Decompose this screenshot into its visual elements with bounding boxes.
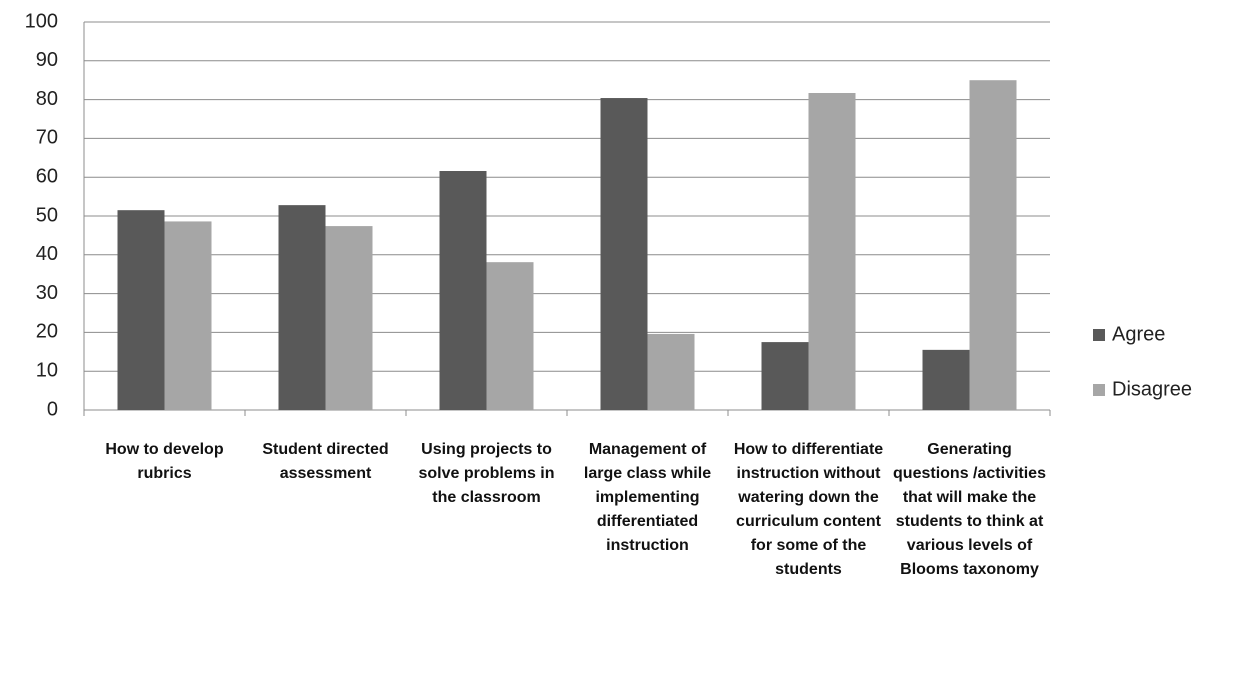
y-tick-label: 70 (36, 127, 58, 149)
bar (808, 93, 856, 410)
bar (278, 205, 326, 410)
legend-label: Disagree (1112, 378, 1192, 400)
y-tick-label: 60 (36, 165, 58, 187)
x-tick-label: Using projects to solve problems in the … (418, 441, 555, 506)
bar (761, 342, 809, 410)
x-tick-label: Generating questions /activities that wi… (893, 441, 1046, 578)
legend-swatch (1093, 384, 1105, 396)
y-tick-label: 90 (36, 49, 58, 71)
y-tick-label: 80 (36, 88, 58, 110)
x-tick-label: Management of large class while implemen… (583, 441, 712, 554)
legend-swatch (1093, 329, 1105, 341)
bar (969, 80, 1017, 410)
y-tick-label: 100 (25, 10, 58, 32)
y-tick-label: 0 (47, 398, 58, 420)
bar (647, 333, 695, 410)
bar (439, 170, 487, 410)
y-tick-label: 40 (36, 243, 58, 265)
y-tick-label: 10 (36, 359, 58, 381)
y-tick-label: 30 (36, 282, 58, 304)
bar (600, 98, 648, 410)
x-tick-label: How to differentiate instruction without… (733, 441, 884, 578)
y-tick-label: 20 (36, 321, 58, 343)
x-tick-label: Student directed assessment (262, 441, 389, 482)
legend-label: Agree (1112, 323, 1165, 345)
bar (325, 226, 373, 410)
bar (486, 262, 534, 410)
bar (117, 210, 165, 410)
bar (922, 349, 970, 410)
x-tick-label: How to develop rubrics (105, 441, 224, 482)
bar (164, 221, 212, 410)
y-tick-label: 50 (36, 204, 58, 226)
